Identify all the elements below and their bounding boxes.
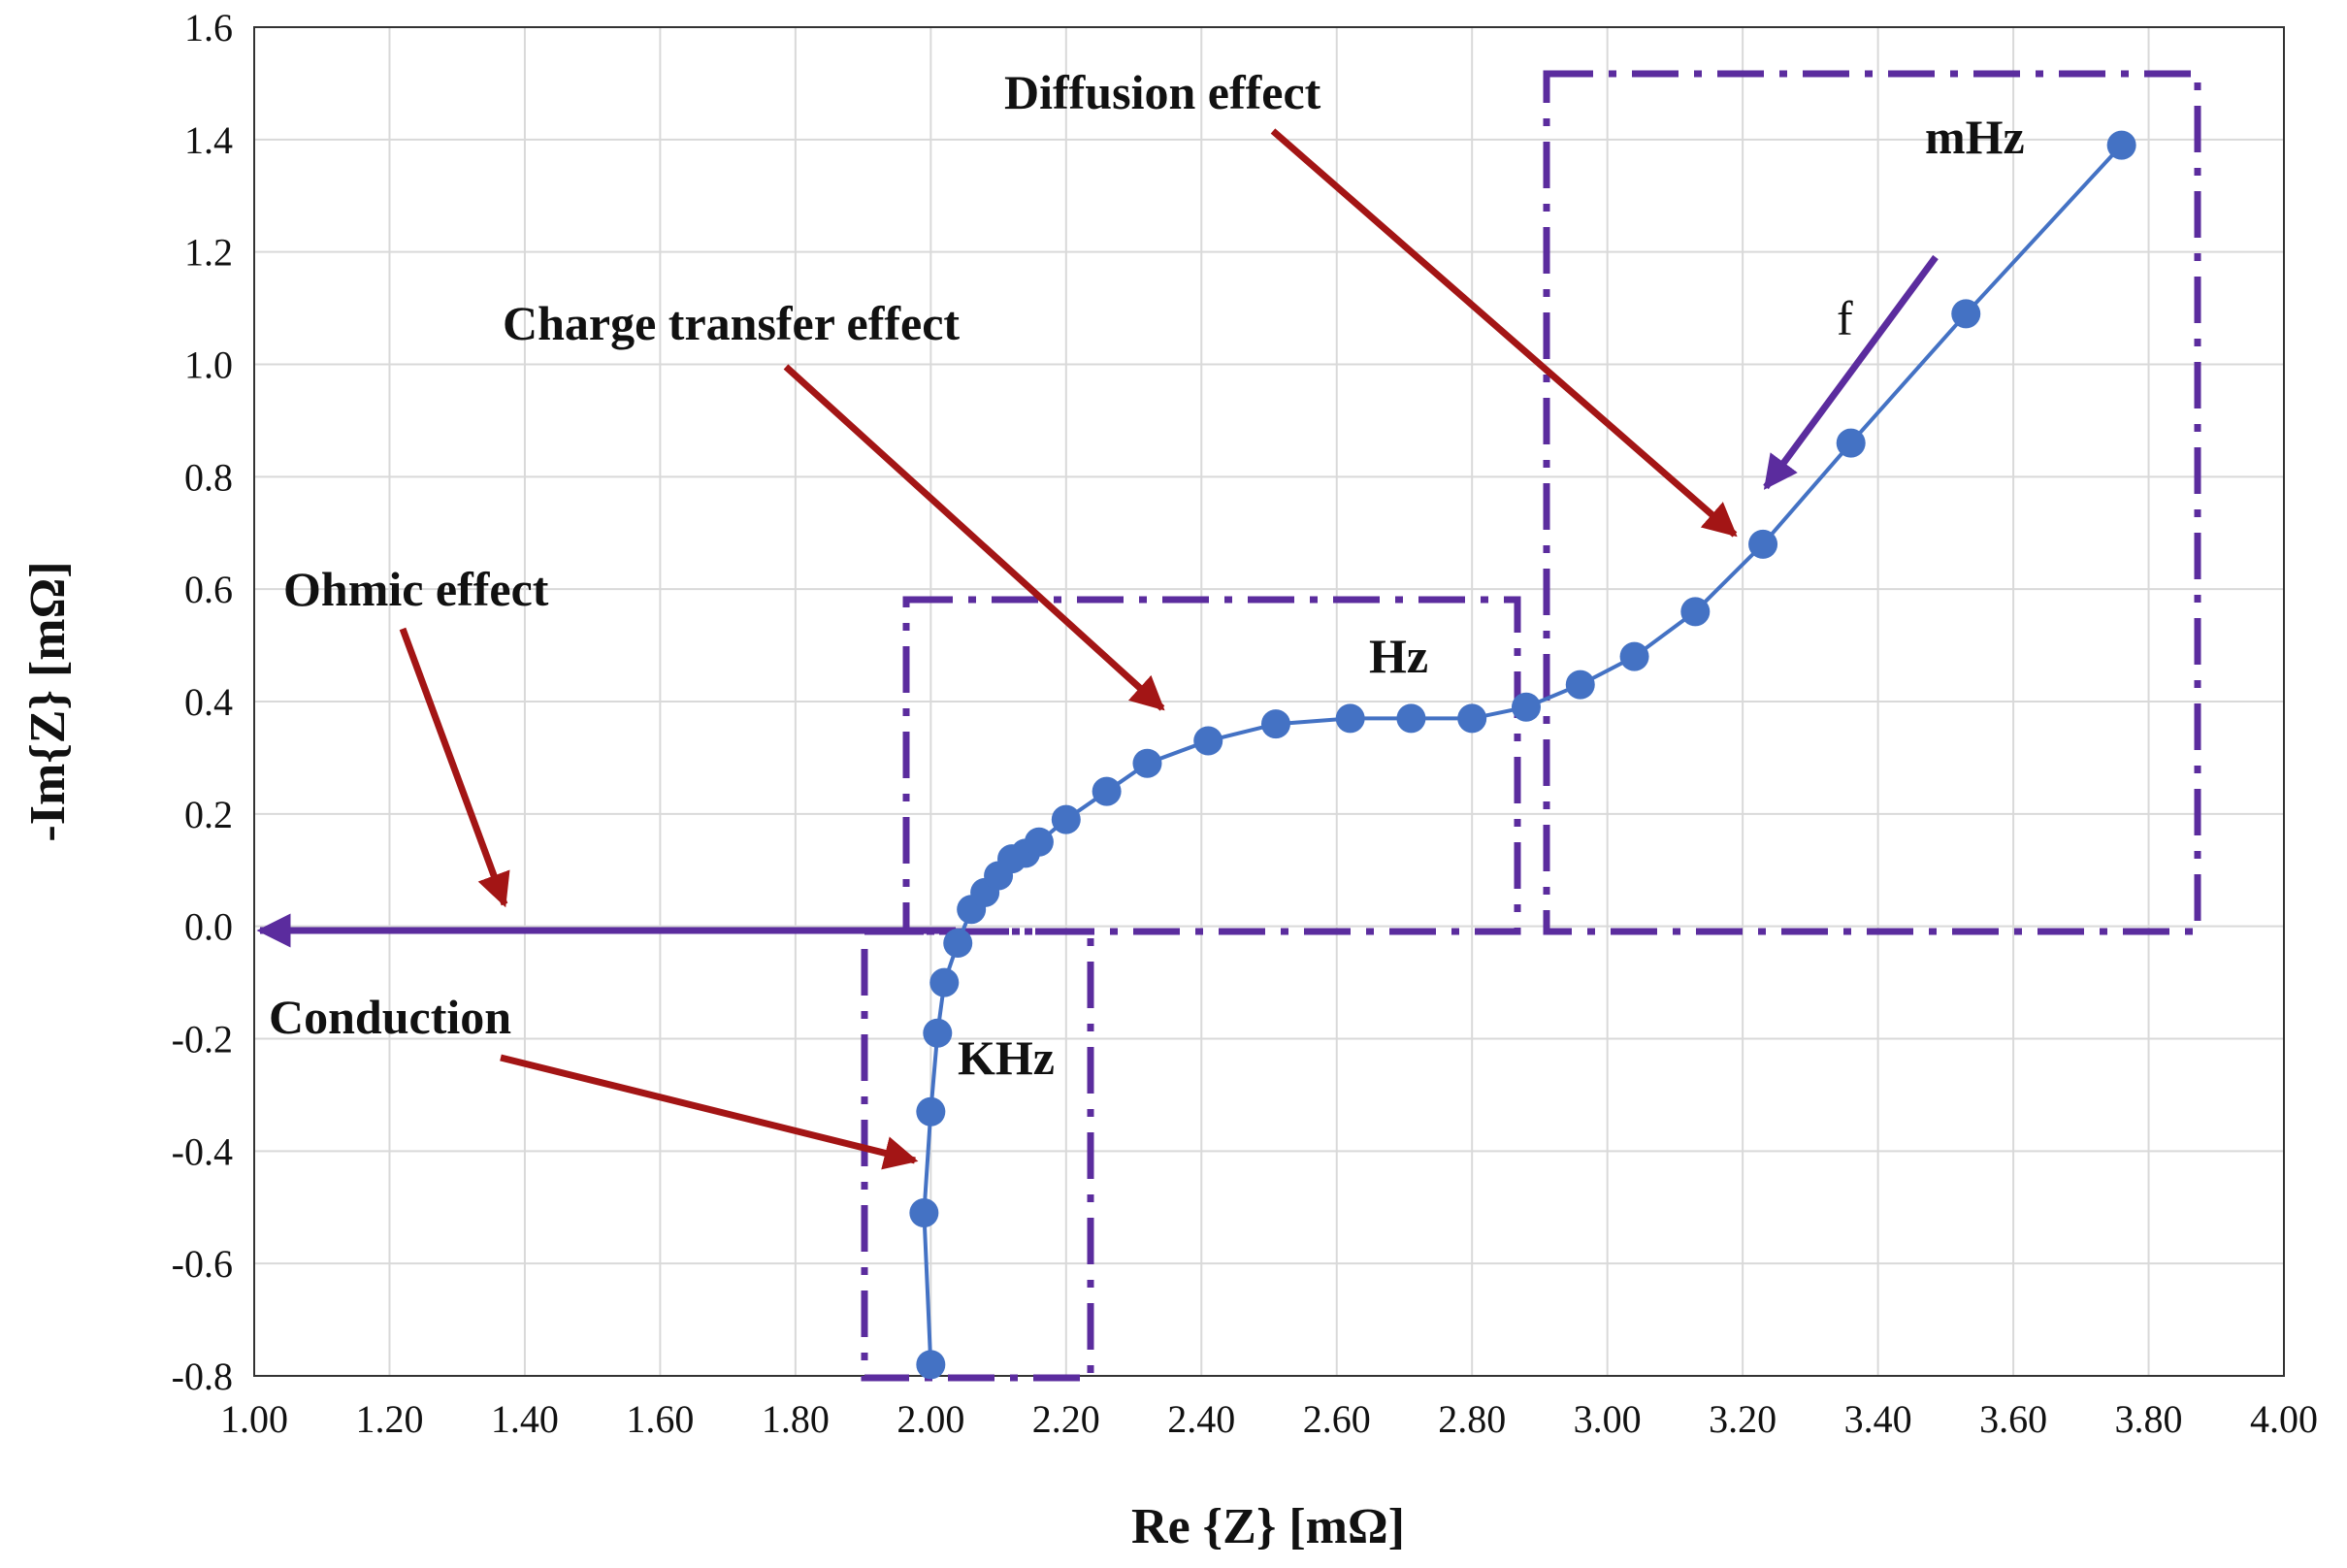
conduction-label: Conduction <box>269 990 511 1044</box>
grid <box>253 26 2285 1377</box>
data-point <box>916 1096 946 1127</box>
x-tick-labels: 1.00 1.20 1.40 1.60 1.80 2.00 2.20 2.40 2.60 2.80… <box>220 1397 2318 1441</box>
data-points <box>909 130 2136 1380</box>
data-point <box>1565 670 1595 700</box>
x-tick-label: 3.00 <box>1574 1397 1642 1441</box>
data-point <box>1457 703 1487 734</box>
data-point <box>923 1018 953 1048</box>
y-tick-label: 0.0 <box>184 905 233 949</box>
data-point <box>1511 692 1541 722</box>
ohmic-effect-label: Ohmic effect <box>283 562 549 616</box>
y-tick-label: 1.6 <box>184 6 233 49</box>
data-point <box>1680 597 1711 627</box>
y-tick-label: -0.4 <box>172 1129 233 1173</box>
data-point <box>929 967 960 997</box>
data-point <box>943 929 973 959</box>
data-point <box>916 1350 946 1380</box>
y-tick-label: 1.4 <box>184 118 233 162</box>
x-tick-label: 2.00 <box>896 1397 964 1441</box>
annotation-arrows <box>399 128 1939 1170</box>
x-tick-label: 2.80 <box>1438 1397 1506 1441</box>
frequency-arrow <box>1763 254 1939 490</box>
data-point <box>1193 726 1223 756</box>
x-tick-label: 1.20 <box>355 1397 423 1441</box>
data-point <box>1748 529 1778 559</box>
millihertz-region-box <box>1543 70 2201 935</box>
y-tick-label: 0.8 <box>184 455 233 499</box>
data-point <box>1051 804 1081 834</box>
x-tick-label: 2.40 <box>1167 1397 1235 1441</box>
millihertz-label: mHz <box>1925 110 2025 164</box>
y-axis-title: -Im{Z} [mΩ] <box>20 561 76 841</box>
y-tick-labels: -0.8 -0.6 -0.4 -0.2 0.0 0.2 0.4 0.6 0.8 1.0 1.2 1.4… <box>172 6 233 1398</box>
x-tick-label: 2.20 <box>1032 1397 1100 1441</box>
x-tick-label: 1.80 <box>762 1397 830 1441</box>
hertz-region-box <box>902 596 1521 935</box>
y-tick-label: -0.8 <box>172 1355 233 1398</box>
y-tick-label: 1.2 <box>184 231 233 275</box>
x-tick-label: 3.20 <box>1709 1397 1777 1441</box>
data-point <box>909 1198 939 1228</box>
x-tick-label: 3.80 <box>2115 1397 2183 1441</box>
nyquist-curve <box>922 144 2124 1365</box>
data-point <box>1132 748 1162 778</box>
data-point <box>1951 299 1981 329</box>
frequency-label: f <box>1837 291 1853 345</box>
annotations: Diffusion effect Charge transfer effect … <box>269 65 2025 1085</box>
ohmic-arrow <box>399 627 510 908</box>
hertz-label: Hz <box>1369 629 1428 683</box>
kilohertz-label: KHz <box>958 1030 1055 1085</box>
data-point <box>1024 827 1054 857</box>
x-tick-label: 3.40 <box>1844 1397 1912 1441</box>
y-tick-label: 0.2 <box>184 793 233 836</box>
data-point <box>2106 130 2136 160</box>
charge-transfer-arrow <box>783 364 1165 711</box>
data-point <box>1092 776 1122 806</box>
x-tick-label: 4.00 <box>2250 1397 2318 1441</box>
x-tick-label: 3.60 <box>1979 1397 2047 1441</box>
y-tick-label: -0.2 <box>172 1018 233 1062</box>
data-point <box>1260 709 1290 739</box>
diffusion-arrow <box>1270 128 1738 538</box>
diffusion-effect-label: Diffusion effect <box>1004 65 1321 119</box>
region-boxes <box>861 70 2201 1382</box>
nyquist-series <box>909 130 2136 1380</box>
data-point <box>1335 703 1365 734</box>
conduction-arrow <box>500 1054 919 1170</box>
x-tick-label: 1.00 <box>220 1397 288 1441</box>
data-point <box>1836 428 1866 458</box>
y-tick-label: 1.0 <box>184 343 233 387</box>
data-point <box>1619 641 1649 671</box>
x-axis-title: Re {Z} [mΩ] <box>1131 1499 1405 1554</box>
x-tick-label: 1.40 <box>491 1397 559 1441</box>
x-tick-label: 1.60 <box>626 1397 694 1441</box>
y-tick-label: -0.6 <box>172 1242 233 1286</box>
y-tick-label: 0.4 <box>184 680 233 724</box>
x-tick-label: 2.60 <box>1303 1397 1371 1441</box>
y-tick-label: 0.6 <box>184 568 233 611</box>
plot-frame <box>253 26 2285 1377</box>
charge-transfer-effect-label: Charge transfer effect <box>503 296 960 350</box>
data-point <box>1396 703 1426 734</box>
